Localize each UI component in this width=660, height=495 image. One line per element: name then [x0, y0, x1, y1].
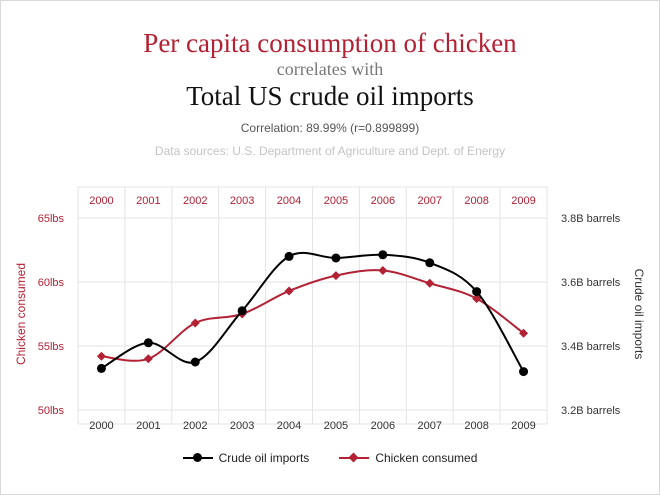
- data-point-crude-oil-imports: [190, 357, 200, 367]
- data-point-crude-oil-imports: [331, 253, 341, 263]
- y-right-tick-label: 3.8B barrels: [561, 213, 621, 225]
- data-point-chicken-consumed: [425, 278, 435, 288]
- legend-dot: [348, 452, 359, 463]
- x-tick-label-bottom: 2005: [324, 420, 348, 432]
- data-point-chicken-consumed: [284, 286, 294, 296]
- x-tick-label-top: 2002: [183, 195, 207, 207]
- x-tick-label-bottom: 2004: [277, 420, 301, 432]
- y-left-tick-label: 55lbs: [38, 341, 65, 353]
- legend-label-chicken: Chicken consumed: [375, 451, 478, 465]
- data-point-crude-oil-imports: [472, 287, 482, 297]
- x-tick-label-bottom: 2003: [230, 420, 254, 432]
- legend-marker-diamond-icon: [339, 452, 370, 464]
- x-tick-label-top: 2001: [136, 195, 160, 207]
- series-line-crude-oil-imports: [100, 251, 525, 373]
- x-tick-label-top: 2009: [511, 195, 535, 207]
- y-right-tick-label: 3.4B barrels: [561, 341, 621, 353]
- legend-label-crude-oil: Crude oil imports: [218, 451, 310, 465]
- legend-marker-circle-icon: [182, 452, 213, 464]
- data-point-crude-oil-imports: [96, 363, 106, 373]
- data-point-crude-oil-imports: [237, 306, 247, 316]
- data-sources-text: Data sources: U.S. Department of Agricul…: [154, 144, 506, 158]
- x-tick-label-bottom: 2006: [371, 420, 395, 432]
- x-tick-label-top: 2000: [89, 195, 113, 207]
- chart-title-connector: correlates with: [276, 59, 384, 79]
- y-left-tick-label: 65lbs: [38, 213, 65, 225]
- data-point-chicken-consumed: [472, 294, 482, 304]
- x-tick-label-top: 2003: [230, 195, 254, 207]
- data-point-chicken-consumed: [519, 328, 529, 338]
- data-point-chicken-consumed: [378, 265, 388, 275]
- chart-title-primary: Per capita consumption of chicken: [143, 28, 517, 58]
- series-line-chicken-consumed: [101, 269, 525, 362]
- legend-item-chicken[interactable]: Chicken consumed: [339, 451, 477, 465]
- y-right-axis-title: Crude oil imports: [632, 269, 646, 360]
- y-left-axis-title: Chicken consumed: [14, 263, 28, 365]
- y-left-tick-label: 60lbs: [38, 277, 65, 289]
- x-tick-label-bottom: 2007: [418, 420, 442, 432]
- x-tick-label-bottom: 2002: [183, 420, 207, 432]
- x-tick-label-top: 2008: [464, 195, 488, 207]
- x-tick-label-top: 2007: [418, 195, 442, 207]
- y-left-tick-label: 50lbs: [38, 405, 65, 417]
- x-tick-label-bottom: 2000: [89, 420, 113, 432]
- x-tick-label-bottom: 2008: [464, 420, 488, 432]
- chart-title-secondary: Total US crude oil imports: [186, 81, 474, 111]
- data-point-chicken-consumed: [143, 354, 153, 364]
- legend-dot: [192, 453, 202, 462]
- legend: Crude oil imports Chicken consumed: [0, 451, 660, 465]
- data-point-crude-oil-imports: [519, 367, 529, 377]
- correlation-text: Correlation: 89.99% (r=0.899899): [240, 121, 420, 135]
- x-tick-label-top: 2006: [371, 195, 395, 207]
- data-point-crude-oil-imports: [143, 338, 153, 348]
- y-right-tick-label: 3.2B barrels: [561, 405, 621, 417]
- data-point-crude-oil-imports: [284, 251, 294, 261]
- data-point-crude-oil-imports: [425, 258, 435, 268]
- data-point-crude-oil-imports: [378, 250, 388, 260]
- x-tick-label-bottom: 2001: [136, 420, 160, 432]
- legend-item-crude-oil[interactable]: Crude oil imports: [182, 451, 310, 465]
- data-point-chicken-consumed: [331, 271, 341, 281]
- x-tick-label-bottom: 2009: [511, 420, 535, 432]
- y-right-tick-label: 3.6B barrels: [561, 277, 621, 289]
- data-point-chicken-consumed: [96, 351, 106, 361]
- x-tick-label-top: 2004: [277, 195, 301, 207]
- data-point-chicken-consumed: [190, 318, 200, 328]
- x-tick-label-top: 2005: [324, 195, 348, 207]
